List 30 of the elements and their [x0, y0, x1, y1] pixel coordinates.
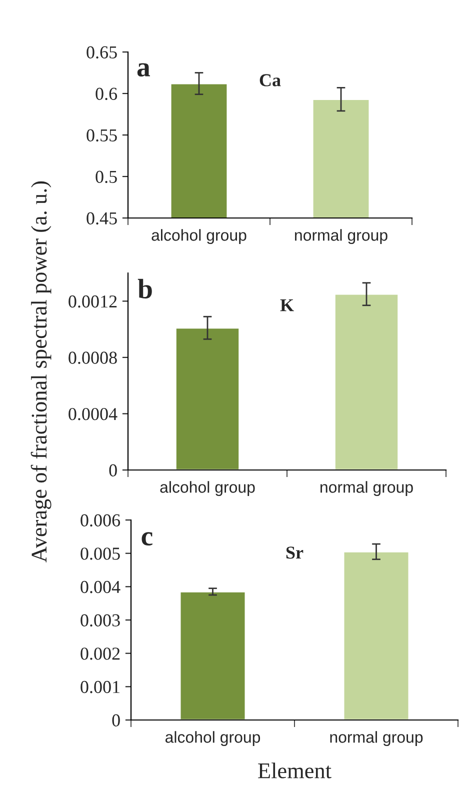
- y-tick-label: 0.004: [80, 580, 120, 594]
- x-tick-label: normal group: [320, 481, 413, 496]
- annotation: Sr: [286, 546, 304, 559]
- y-tick-label: 0.0008: [68, 352, 117, 364]
- annotation: Ca: [260, 74, 281, 86]
- y-tick-label: 0.45: [86, 212, 117, 225]
- y-tick-label: 0: [112, 714, 120, 726]
- y-tick-label: 0.5: [96, 170, 117, 184]
- y-tick-label: 0.6: [96, 88, 118, 100]
- y-tick-label: 0.003: [80, 614, 120, 627]
- x-axis-title: Element: [258, 762, 332, 778]
- x-tick-label: alcohol group: [165, 731, 260, 746]
- y-tick-label: 0.0012: [68, 295, 117, 308]
- y-tick-label: 0.001: [80, 680, 120, 694]
- y-tick-label: 0.006: [80, 514, 120, 527]
- x-tick-label: normal group: [330, 731, 423, 746]
- x-tick-label: alcohol group: [160, 481, 255, 496]
- annotation: c: [142, 532, 152, 546]
- y-tick-label: 0: [109, 464, 117, 476]
- y-tick-label: 0.65: [86, 46, 117, 59]
- y-tick-label: 0.55: [86, 129, 117, 142]
- y-tick-label: 0.002: [80, 648, 120, 660]
- y-tick-label: 0.0004: [68, 408, 118, 420]
- y-axis-title: Average of fractional spectral power (a. u.): [30, 181, 52, 562]
- annotation: a: [137, 63, 150, 77]
- x-tick-label: alcohol group: [152, 229, 246, 244]
- x-tick-label: normal group: [295, 229, 388, 244]
- annotation: K: [280, 299, 294, 312]
- y-tick-label: 0.005: [80, 548, 120, 560]
- annotation: b: [138, 278, 152, 298]
